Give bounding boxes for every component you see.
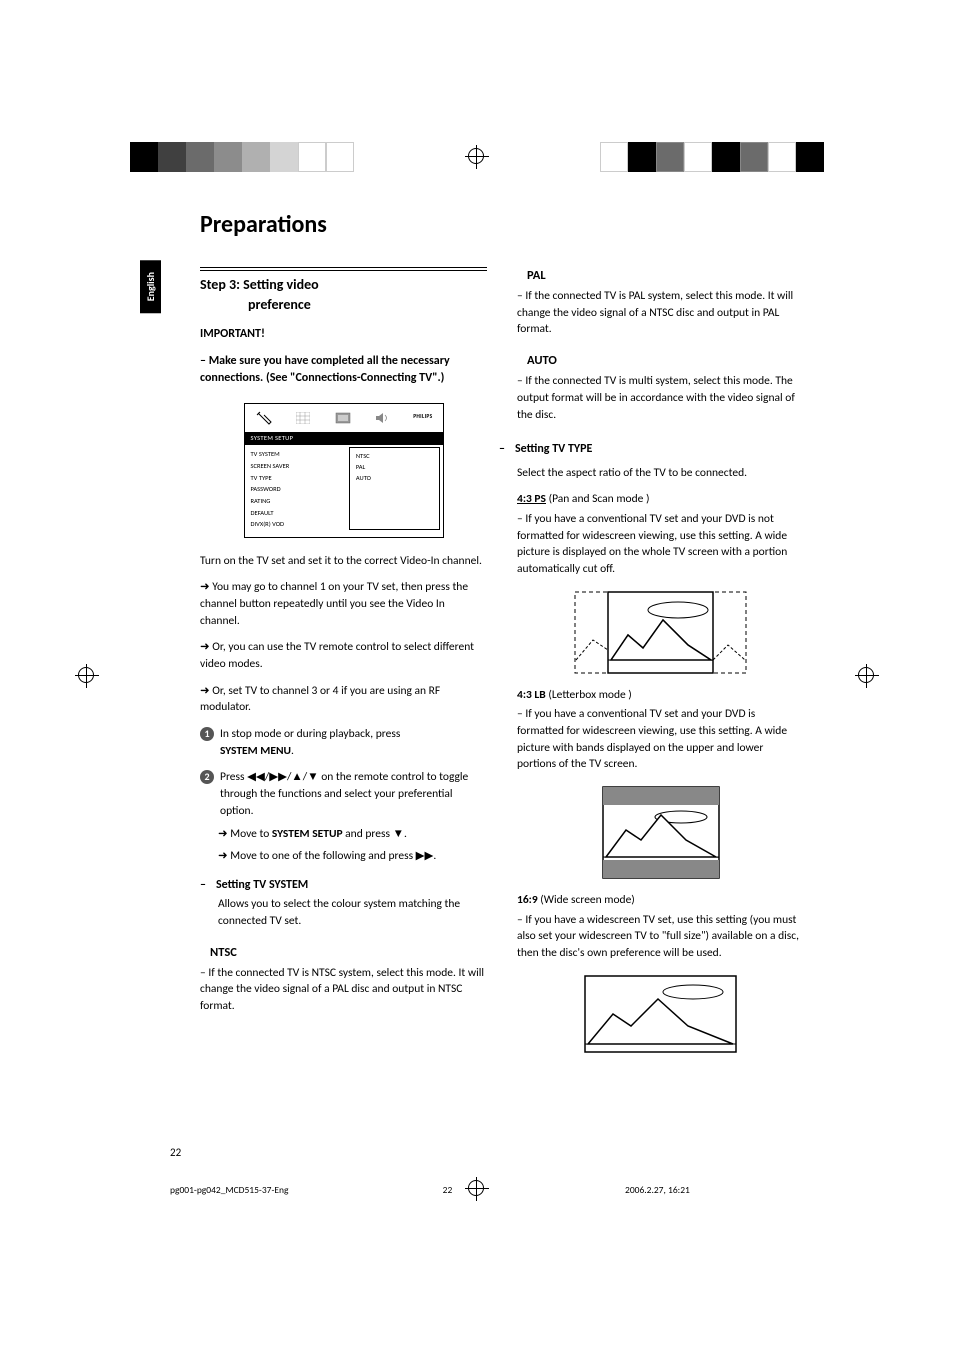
paragraph: Or, set TV to channel 3 or 4 if you are … <box>200 683 487 716</box>
section-body: Select the aspect ratio of the TV to be … <box>517 465 804 482</box>
grid-icon <box>294 411 312 425</box>
letterbox-illustration <box>601 785 721 880</box>
menu-right-list: NTSC PAL AUTO <box>349 447 440 530</box>
menu-item: AUTO <box>356 473 433 484</box>
paragraph: Or, you can use the TV remote control to… <box>200 639 487 672</box>
mode-label: 4:3 PS <box>517 492 546 506</box>
menu-item: DIVX(R) VOD <box>251 519 343 531</box>
crosshair-right-icon <box>855 664 879 688</box>
mode-heading: AUTO <box>527 352 804 370</box>
registration-marks-top <box>0 132 954 182</box>
mode-heading: PAL <box>527 267 804 285</box>
menu-item: NTSC <box>356 451 433 462</box>
step-title-line2: preference <box>248 295 487 315</box>
sub-step-text: Move to <box>230 827 272 841</box>
mode-label: 16:9 <box>517 893 538 907</box>
mode-sublabel: (Letterbox mode ) <box>546 688 632 702</box>
philips-logo: PHILIPS <box>413 414 432 422</box>
mode-body: – If the connected TV is NTSC system, se… <box>200 965 487 1015</box>
section-title: Setting TV SYSTEM <box>216 877 308 894</box>
menu-item: TV SYSTEM <box>251 449 343 461</box>
pan-scan-illustration <box>573 590 748 675</box>
section-body: Allows you to select the colour system m… <box>218 896 487 929</box>
color-bars-right <box>600 142 824 172</box>
crosshair-left-icon <box>75 664 99 688</box>
mode-body: – If the connected TV is multi system, s… <box>517 373 804 423</box>
crosshair-icon <box>465 145 489 169</box>
step-title: Step 3: Setting video preference <box>200 270 487 316</box>
menu-item: PASSWORD <box>251 484 343 496</box>
menu-item: RATING <box>251 496 343 508</box>
widescreen-illustration <box>583 974 738 1054</box>
step-number-icon: 2 <box>200 770 214 784</box>
paragraph: You may go to channel 1 on your TV set, … <box>200 579 487 629</box>
sub-step-bold: SYSTEM SETUP <box>272 827 343 841</box>
step-text-bold: SYSTEM MENU <box>220 744 291 758</box>
sub-step: Move to one of the following and press ▶… <box>218 848 487 865</box>
right-column: PAL – If the connected TV is PAL system,… <box>517 267 804 1066</box>
mode-sublabel: (Pan and Scan mode ) <box>546 492 649 506</box>
section-header: –Setting TV SYSTEM <box>200 877 487 894</box>
menu-left-list: TV SYSTEM SCREEN SAVER TV TYPE PASSWORD … <box>245 445 349 533</box>
mode-body: – If you have a conventional TV set and … <box>517 706 804 773</box>
mode-heading: NTSC <box>210 944 487 962</box>
menu-item: PAL <box>356 462 433 473</box>
menu-screenshot: PHILIPS SYSTEM SETUP TV SYSTEM SCREEN SA… <box>244 403 444 538</box>
crosshair-bottom-icon <box>465 1177 489 1201</box>
important-body: – Make sure you have completed all the n… <box>200 353 487 388</box>
section-header: –Setting TV TYPE <box>517 441 804 458</box>
color-bars-left <box>130 142 354 172</box>
sub-step-text: and press ▼. <box>343 827 407 841</box>
mode-sublabel: (Wide screen mode) <box>538 893 635 907</box>
section-title: Setting TV TYPE <box>515 441 592 458</box>
footer-page: 22 <box>350 1184 545 1196</box>
page-content: English Preparations Step 3: Setting vid… <box>150 210 804 1066</box>
menu-header: SYSTEM SETUP <box>245 432 443 445</box>
wrench-icon <box>255 411 273 425</box>
sub-step: Move to SYSTEM SETUP and press ▼. <box>218 826 487 843</box>
left-column: Step 3: Setting video preference IMPORTA… <box>200 267 487 1066</box>
page-title: Preparations <box>200 210 804 239</box>
footer-date: 2006.2.27, 16:21 <box>545 1184 790 1196</box>
note-icon <box>334 411 352 425</box>
menu-item: TV TYPE <box>251 473 343 485</box>
important-heading: IMPORTANT! <box>200 326 487 343</box>
menu-item: DEFAULT <box>251 508 343 520</box>
mode-header: 4:3 LB (Letterbox mode ) <box>517 687 804 704</box>
step-text: Press <box>220 770 247 784</box>
numbered-step-2: 2 Press ◀◀/▶▶/▲/▼ on the remote control … <box>200 769 487 819</box>
footer-file: pg001-pg042_MCD515-37-Eng <box>170 1184 350 1196</box>
step-text: In stop mode or during playback, press <box>220 727 400 741</box>
speaker-icon <box>374 411 392 425</box>
mode-header: 4:3 PS (Pan and Scan mode ) <box>517 491 804 508</box>
step-number-icon: 1 <box>200 727 214 741</box>
step-title-line1: Step 3: Setting video <box>200 276 319 293</box>
mode-header: 16:9 (Wide screen mode) <box>517 892 804 909</box>
page-number: 22 <box>170 1146 181 1159</box>
mode-body: – If you have a conventional TV set and … <box>517 511 804 578</box>
menu-item: SCREEN SAVER <box>251 461 343 473</box>
mode-body: – If you have a widescreen TV set, use t… <box>517 912 804 962</box>
mode-label: 4:3 LB <box>517 688 546 702</box>
paragraph: Turn on the TV set and set it to the cor… <box>200 553 487 570</box>
numbered-step-1: 1 In stop mode or during playback, press… <box>200 726 487 759</box>
language-tab: English <box>140 260 161 313</box>
mode-body: – If the connected TV is PAL system, sel… <box>517 288 804 338</box>
